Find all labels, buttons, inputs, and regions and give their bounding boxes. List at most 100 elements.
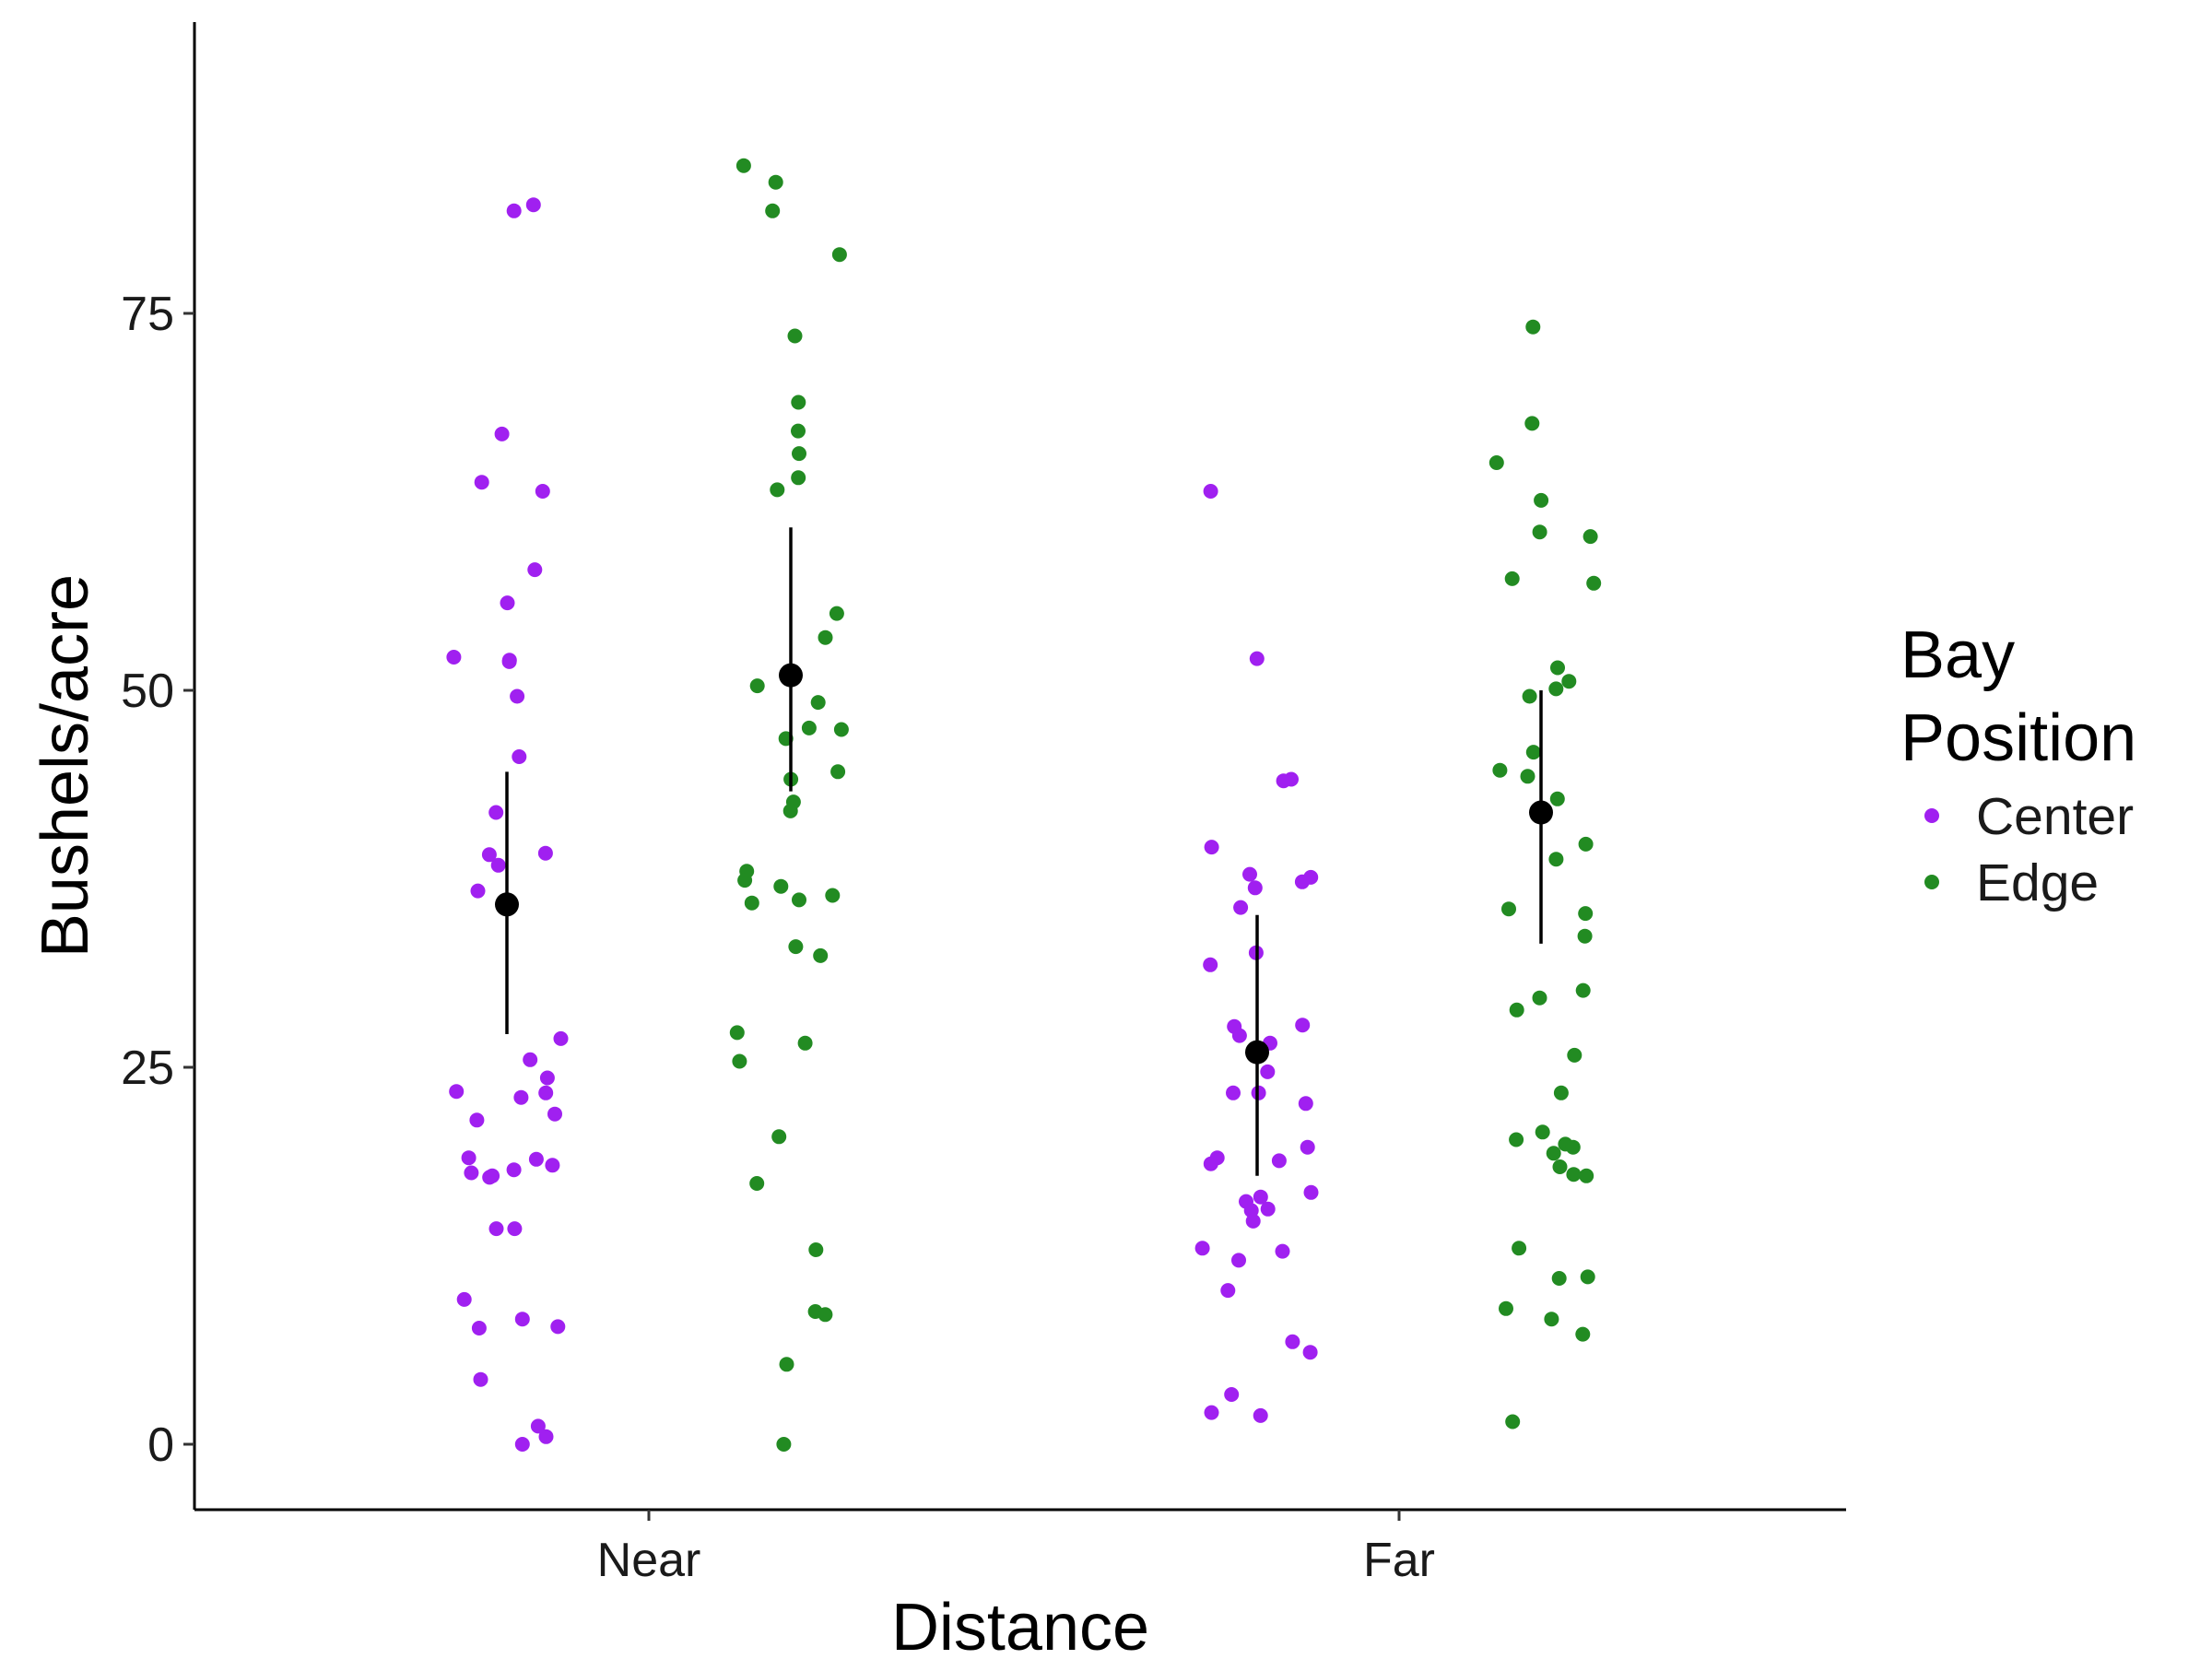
- data-point-center: [1220, 1283, 1236, 1299]
- data-point-edge: [829, 606, 844, 621]
- data-point-edge: [818, 629, 833, 645]
- data-point-edge: [831, 247, 847, 263]
- data-point-center: [1233, 900, 1249, 915]
- data-point-edge: [833, 722, 849, 737]
- data-point-center: [1245, 1213, 1261, 1229]
- data-point-edge: [1575, 982, 1591, 998]
- data-point-center: [510, 688, 525, 704]
- data-point-edge: [830, 764, 846, 780]
- mean-point-edge: [1529, 800, 1553, 825]
- data-point-center: [1295, 1018, 1311, 1033]
- data-point-edge: [792, 892, 806, 908]
- data-point-center: [1253, 1189, 1268, 1205]
- data-point-edge: [818, 1307, 833, 1323]
- data-point-edge: [792, 446, 806, 462]
- data-point-edge: [1501, 901, 1516, 917]
- data-point-edge: [810, 695, 826, 711]
- data-point-edge: [744, 895, 759, 911]
- data-point-edge: [801, 720, 817, 735]
- legend-key-edge: [1924, 875, 1939, 889]
- data-point-center: [539, 1070, 555, 1086]
- data-point-edge: [1509, 1132, 1524, 1147]
- data-point-edge: [735, 158, 751, 173]
- data-point-edge: [825, 888, 841, 903]
- data-point-center: [464, 1165, 479, 1181]
- data-point-center: [1285, 1334, 1300, 1349]
- data-point-edge: [1561, 674, 1577, 689]
- data-point-edge: [787, 328, 803, 344]
- data-point-edge: [1549, 791, 1565, 806]
- data-point-center: [490, 857, 506, 873]
- data-point-edge: [1522, 688, 1537, 704]
- data-point-edge: [791, 470, 806, 486]
- data-point-center: [1231, 1253, 1246, 1268]
- data-point-edge: [1524, 416, 1540, 431]
- legend-title-line-2: Position: [1900, 701, 2136, 775]
- data-point-edge: [1583, 529, 1598, 545]
- data-point-edge: [1534, 492, 1549, 508]
- x-axis-title: Distance: [891, 1591, 1149, 1659]
- data-point-center: [473, 1371, 488, 1387]
- data-point-edge: [1525, 745, 1541, 760]
- data-point-center: [553, 1030, 569, 1046]
- y-tick-label: 50: [121, 665, 174, 718]
- data-point-edge: [749, 678, 765, 694]
- data-point-edge: [1525, 319, 1541, 335]
- data-point-edge: [1488, 455, 1504, 470]
- legend-title-line-1: Bay: [1900, 618, 2015, 692]
- data-point-edge: [1552, 1159, 1568, 1174]
- data-point-center: [513, 1089, 529, 1105]
- data-point-center: [1203, 484, 1218, 499]
- data-point-edge: [1579, 1168, 1594, 1183]
- data-point-edge: [737, 873, 753, 888]
- data-point-center: [1226, 1085, 1241, 1100]
- data-point-edge: [1577, 928, 1593, 944]
- data-point-center: [514, 1312, 530, 1327]
- data-point-edge: [791, 423, 806, 439]
- data-point-center: [547, 1106, 562, 1122]
- data-point-center: [481, 847, 497, 863]
- data-point-center: [535, 484, 550, 499]
- data-point-center: [537, 845, 553, 861]
- mean-point-center: [1245, 1040, 1269, 1065]
- mean-point-edge: [779, 663, 803, 688]
- data-point-center: [506, 1162, 522, 1178]
- data-point-center: [1302, 1345, 1318, 1360]
- data-point-edge: [1509, 1002, 1524, 1018]
- data-point-center: [1204, 1405, 1219, 1420]
- legend-label-edge: Edge: [1976, 853, 2099, 912]
- data-point-edge: [1550, 660, 1565, 676]
- data-point-center: [488, 1221, 504, 1237]
- data-point-center: [1231, 1028, 1247, 1043]
- data-point-center: [485, 1168, 500, 1183]
- data-point-center: [474, 475, 489, 490]
- data-point-edge: [768, 174, 783, 190]
- data-point-center: [494, 426, 510, 441]
- data-point-edge: [1532, 524, 1547, 540]
- data-point-edge: [771, 1129, 787, 1145]
- data-point-center: [514, 1437, 530, 1452]
- data-point-center: [1271, 1153, 1287, 1169]
- data-point-edge: [1535, 1124, 1550, 1140]
- data-point-edge: [791, 394, 806, 410]
- data-point-edge: [1546, 1146, 1561, 1161]
- data-point-edge: [1492, 762, 1508, 778]
- y-tick-label: 75: [121, 288, 174, 341]
- data-point-center: [456, 1291, 472, 1307]
- y-tick-label: 25: [121, 1041, 174, 1095]
- data-point-center: [1224, 1387, 1240, 1402]
- data-point-edge: [1567, 1047, 1583, 1063]
- mean-point-center: [495, 892, 519, 917]
- data-point-center: [530, 1418, 546, 1434]
- data-point-edge: [1580, 1269, 1595, 1285]
- y-tick-label: 0: [147, 1418, 174, 1472]
- data-point-center: [1260, 1201, 1276, 1217]
- data-point-center: [501, 653, 517, 669]
- data-point-center: [470, 883, 486, 899]
- data-point-center: [446, 650, 462, 665]
- data-point-edge: [732, 1053, 747, 1069]
- data-point-center: [469, 1112, 485, 1128]
- data-point-center: [1276, 773, 1291, 789]
- data-point-edge: [765, 203, 781, 218]
- y-axis-title: Bushels/acre: [29, 574, 102, 958]
